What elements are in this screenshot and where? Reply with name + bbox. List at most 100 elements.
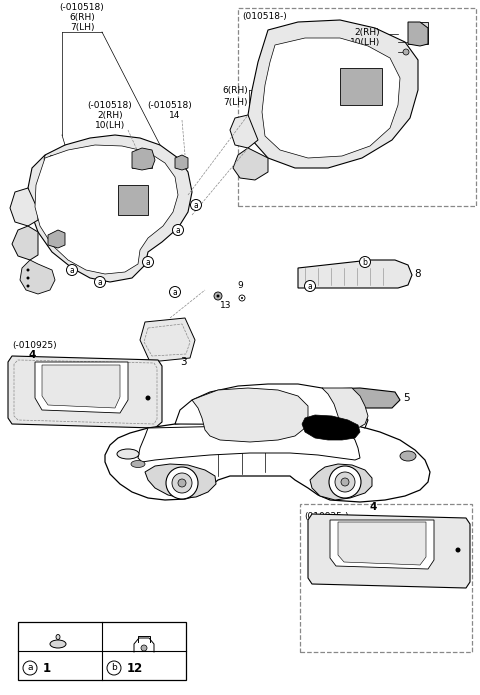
Polygon shape xyxy=(322,388,368,430)
Polygon shape xyxy=(302,415,360,440)
Circle shape xyxy=(360,256,371,268)
Polygon shape xyxy=(12,226,38,260)
Circle shape xyxy=(191,199,202,211)
Circle shape xyxy=(141,645,147,651)
FancyBboxPatch shape xyxy=(118,185,148,215)
Text: 10(LH): 10(LH) xyxy=(95,121,125,130)
Circle shape xyxy=(178,479,186,487)
Text: a: a xyxy=(176,225,180,234)
Polygon shape xyxy=(230,115,258,148)
Polygon shape xyxy=(35,145,178,274)
Ellipse shape xyxy=(400,451,416,461)
Polygon shape xyxy=(248,20,418,168)
FancyBboxPatch shape xyxy=(408,22,428,44)
Text: 7(LH): 7(LH) xyxy=(224,97,248,106)
Text: 8: 8 xyxy=(414,269,420,279)
Text: 4: 4 xyxy=(28,350,36,360)
Polygon shape xyxy=(145,464,216,498)
Polygon shape xyxy=(338,522,426,565)
Text: a: a xyxy=(308,281,312,291)
Polygon shape xyxy=(42,365,120,408)
Text: a: a xyxy=(173,288,178,297)
Polygon shape xyxy=(105,418,430,502)
Text: (-010518): (-010518) xyxy=(60,3,104,12)
Text: b: b xyxy=(111,664,117,673)
Text: a: a xyxy=(70,265,74,275)
Polygon shape xyxy=(132,148,155,170)
Text: 12: 12 xyxy=(127,662,143,675)
Circle shape xyxy=(172,473,192,493)
Text: a: a xyxy=(145,258,150,266)
Circle shape xyxy=(26,284,29,288)
Ellipse shape xyxy=(117,449,139,459)
Text: 11: 11 xyxy=(42,164,57,174)
Circle shape xyxy=(329,466,361,498)
Text: a: a xyxy=(193,200,198,209)
Circle shape xyxy=(107,661,121,675)
Text: (-010518): (-010518) xyxy=(42,155,87,164)
Polygon shape xyxy=(298,260,412,288)
FancyBboxPatch shape xyxy=(238,8,476,206)
Polygon shape xyxy=(233,148,268,180)
Circle shape xyxy=(456,548,460,553)
Circle shape xyxy=(145,395,151,400)
Polygon shape xyxy=(8,356,162,428)
FancyBboxPatch shape xyxy=(132,152,152,168)
FancyBboxPatch shape xyxy=(340,68,382,105)
Circle shape xyxy=(341,478,349,486)
Polygon shape xyxy=(175,384,368,428)
Text: 2(RH): 2(RH) xyxy=(354,28,380,37)
Ellipse shape xyxy=(50,640,66,648)
Text: (-010518): (-010518) xyxy=(88,101,132,110)
Circle shape xyxy=(214,292,222,300)
FancyBboxPatch shape xyxy=(300,504,472,652)
Text: 2(RH): 2(RH) xyxy=(97,111,123,120)
Circle shape xyxy=(23,661,37,675)
Polygon shape xyxy=(48,230,65,248)
Polygon shape xyxy=(20,260,55,294)
Polygon shape xyxy=(28,135,192,282)
Circle shape xyxy=(67,265,77,275)
Circle shape xyxy=(241,297,243,299)
Polygon shape xyxy=(262,38,400,158)
Polygon shape xyxy=(192,388,308,442)
Text: (010925-): (010925-) xyxy=(304,512,348,521)
Circle shape xyxy=(335,472,355,492)
Circle shape xyxy=(169,286,180,297)
Circle shape xyxy=(172,224,183,236)
Text: 3: 3 xyxy=(180,357,186,367)
Polygon shape xyxy=(138,424,360,462)
Circle shape xyxy=(304,281,315,291)
Text: (-010925): (-010925) xyxy=(12,341,57,350)
Text: 6(RH): 6(RH) xyxy=(222,85,248,95)
Text: 1: 1 xyxy=(43,662,51,675)
Circle shape xyxy=(166,467,198,499)
Text: (010518-): (010518-) xyxy=(242,12,287,21)
Polygon shape xyxy=(35,362,128,413)
Ellipse shape xyxy=(131,461,145,468)
Circle shape xyxy=(95,277,106,288)
Circle shape xyxy=(26,277,29,279)
Text: (-010518): (-010518) xyxy=(148,101,192,110)
Polygon shape xyxy=(10,188,38,226)
Polygon shape xyxy=(330,520,434,569)
Text: a: a xyxy=(27,664,33,673)
Polygon shape xyxy=(140,318,195,362)
Polygon shape xyxy=(175,155,188,170)
Ellipse shape xyxy=(56,635,60,639)
Polygon shape xyxy=(310,464,372,500)
Circle shape xyxy=(403,49,409,55)
Text: 4: 4 xyxy=(370,502,377,512)
Text: a: a xyxy=(97,277,102,286)
Text: 13: 13 xyxy=(220,301,231,310)
Text: 5: 5 xyxy=(403,393,409,403)
Text: 10(LH): 10(LH) xyxy=(350,38,380,47)
Text: 14: 14 xyxy=(169,111,180,120)
Circle shape xyxy=(216,295,219,297)
Circle shape xyxy=(143,256,154,268)
Polygon shape xyxy=(308,514,470,588)
Polygon shape xyxy=(18,622,186,680)
Text: 7(LH): 7(LH) xyxy=(70,23,94,32)
Text: 15: 15 xyxy=(362,47,374,56)
Circle shape xyxy=(26,268,29,272)
